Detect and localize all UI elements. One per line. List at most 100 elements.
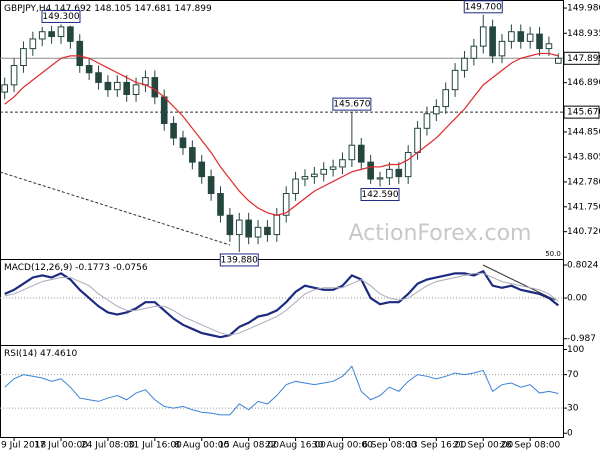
rsi-value: 47.4610: [40, 349, 77, 359]
indicator-line: [4, 272, 559, 336]
y-tick-label: 145.670: [567, 108, 600, 118]
x-tick-label: 30 Aug 00:00: [312, 441, 373, 450]
annotation-label: 142.590: [361, 190, 398, 200]
candle-body: [29, 38, 37, 50]
candle-body: [498, 40, 506, 57]
candle-body: [470, 45, 478, 59]
candle-body: [433, 106, 440, 115]
candle-body: [48, 31, 55, 38]
candle-body: [479, 26, 487, 47]
close-value: 147.899: [174, 4, 211, 14]
candle-body: [536, 33, 543, 50]
indicator-line: [4, 269, 559, 339]
x-tick-label: 8 Aug 00:00: [174, 441, 229, 450]
rsi-name: RSI(14): [4, 349, 37, 359]
x-tick-label: 22 Aug 16:00: [265, 441, 326, 450]
candle-body: [10, 65, 18, 86]
x-tick-label: 17 Jul 00:00: [34, 441, 88, 450]
y-tick-label: 140.720: [567, 227, 600, 237]
y-tick-label: 142.780: [567, 177, 600, 187]
trend-line: [482, 264, 556, 301]
candle-body: [254, 226, 262, 238]
x-tick-label: 31 Jul 16:00: [128, 441, 182, 450]
annotation-box: [360, 188, 400, 202]
moving-average: [4, 52, 559, 216]
annotation-box: [219, 253, 259, 267]
y-tick-label: 0.8024: [567, 261, 599, 271]
x-tick-label: 13 Sep 16:00: [406, 441, 466, 450]
candle-body: [76, 40, 84, 67]
x-tick-label: 28 Sep 08:00: [500, 441, 560, 450]
x-tick-label: 24 Jul 08:00: [81, 441, 135, 450]
plot-frame: [0, 0, 564, 438]
y-tick-label: 144.850: [567, 127, 600, 137]
candle-body: [189, 147, 196, 163]
price-box: [563, 51, 600, 65]
candle-body: [245, 219, 252, 238]
high-value: 148.105: [94, 4, 131, 14]
candle-body: [264, 226, 271, 236]
candle-body: [151, 77, 159, 98]
candle-body: [20, 48, 27, 67]
candle-body: [198, 161, 206, 178]
candle-body: [301, 176, 309, 180]
candle-body: [207, 176, 215, 195]
candle-body: [404, 151, 412, 178]
y-tick-label: 148.935: [567, 29, 600, 39]
candle-body: [282, 193, 290, 216]
y-tick-label: 149.980: [567, 4, 600, 14]
candle-body: [38, 31, 46, 40]
candle-body: [526, 33, 534, 42]
candle-body: [292, 178, 299, 195]
annotation-box: [41, 9, 81, 23]
y-tick-label: 100: [567, 345, 584, 355]
candle-body: [311, 173, 318, 178]
candle-body: [545, 43, 553, 50]
y-tick-label: 0.00: [567, 294, 587, 304]
trend-line: [0, 171, 231, 246]
candle-body: [1, 84, 9, 93]
current-price-label: 147.899: [567, 54, 600, 64]
candle-body: [113, 81, 121, 91]
x-tick-label: 6 Sep 08:00: [362, 441, 417, 450]
low-value: 147.681: [134, 4, 171, 14]
candle-body: [554, 57, 562, 64]
candle-body: [386, 168, 393, 179]
y-tick-label: 30: [567, 404, 579, 414]
candle-body: [489, 26, 496, 57]
y-tick-label: 0: [567, 429, 573, 439]
annotation-label: 149.300: [42, 12, 79, 22]
candle-body: [273, 214, 281, 236]
candle-body: [57, 26, 65, 38]
indicator-line: [4, 365, 559, 416]
candle-body: [170, 122, 177, 139]
candle-body: [95, 72, 102, 83]
candle-body: [179, 137, 187, 149]
symbol: GBPJPY,H4: [4, 4, 52, 14]
candle-body: [329, 166, 337, 170]
candle-body: [461, 57, 468, 71]
panel-title: MACD(12,26,9) -0.1773 -0.0756: [4, 263, 148, 273]
candle-body: [348, 144, 356, 161]
y-tick-label: 70: [567, 370, 579, 380]
candle-body: [423, 113, 431, 129]
panel-title: RSI(14) 47.4610: [4, 349, 77, 359]
candle-body: [517, 31, 525, 42]
annotation-label: 145.670: [333, 100, 370, 110]
annotation-label: 139.880: [221, 255, 258, 265]
candle-body: [235, 219, 243, 236]
candle-body: [67, 26, 74, 42]
candle-body: [357, 144, 365, 163]
y-tick-label: 146.890: [567, 78, 600, 88]
price-box: [563, 105, 600, 119]
candle-body: [508, 31, 515, 42]
signal-value: -0.0756: [113, 263, 148, 273]
candle-body: [395, 168, 403, 178]
candle-body: [217, 193, 224, 216]
macd-value: -0.1773: [75, 263, 110, 273]
candle-body: [104, 81, 112, 91]
x-tick-label: 21 Sep 00:00: [453, 441, 513, 450]
candle-body: [123, 81, 130, 95]
corner-label: 50.0: [545, 250, 561, 258]
